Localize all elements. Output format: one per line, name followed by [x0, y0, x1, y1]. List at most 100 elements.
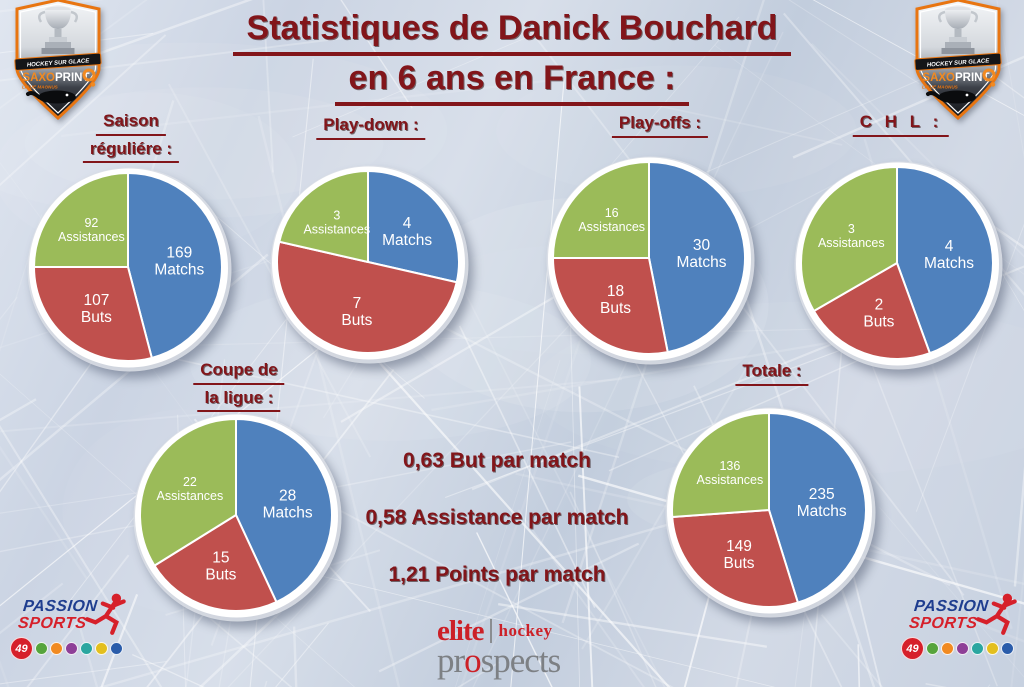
elite-hockey-row: elite hockey: [437, 614, 560, 647]
pie-label-assistances: 16 Assistances: [578, 206, 645, 234]
badge-brand-saxo: SAXO: [22, 72, 55, 84]
pie-label-assistances: 22 Assistances: [157, 475, 224, 503]
sport-circle-icon: [971, 642, 984, 655]
stat-assistances-par-match: 0,58 Assistance par match: [365, 506, 629, 529]
pie-label-assistances: 92 Assistances: [58, 216, 125, 244]
sport-circle-icon: [50, 642, 63, 655]
stat-buts-par-match: 0,63 But par match: [403, 449, 591, 472]
hockey-word: hockey: [498, 621, 553, 640]
pie-label-assistances: 3 Assistances: [303, 208, 370, 236]
badge-brand-saxo: SAXO: [922, 72, 955, 84]
sport-circles-row: 49: [10, 637, 123, 660]
pie-slice-matchs: [648, 161, 746, 354]
pie-label-buts: 2 Buts: [863, 297, 894, 331]
badge-drop-icon: [90, 82, 96, 87]
saxoprint-badge-left: HOCKEY SUR GLACE SAXO PRINT LIGUE MAGNUS: [14, 0, 102, 120]
sport-circle-icon: [956, 642, 969, 655]
pie-slice-assistances: [552, 161, 650, 259]
puck-eel-icon: [26, 90, 76, 104]
pie-slice-matchs: [235, 418, 333, 604]
pie-slice-buts: [276, 240, 458, 354]
pie-title-play-offs: Play-offs :: [611, 110, 709, 138]
sport-circles-row: 49: [901, 637, 1014, 660]
pie-label-assistances: 3 Assistances: [818, 222, 885, 250]
circle-49-badge: 49: [901, 637, 924, 660]
page-title-line1: Statistiques de Danick Bouchard: [232, 6, 792, 56]
badge-shield-inner-border: [919, 3, 997, 114]
sport-circle-icon: [95, 642, 108, 655]
pie-slice-matchs: [896, 166, 994, 355]
pie-label-buts: 107 Buts: [81, 292, 112, 326]
pie-label-matchs: 169 Matchs: [154, 244, 204, 278]
pie-label-buts: 149 Buts: [723, 538, 754, 572]
eliteprospects-logo: elite hockey prospects: [437, 614, 561, 680]
circle-49-badge: 49: [10, 637, 33, 660]
pie-slice-matchs: [768, 412, 867, 604]
pie-title-chl: C H L :: [852, 109, 950, 137]
pie-chart-chl: 4 Matchs 2 Buts 3 Assistances: [790, 156, 1004, 370]
passion-sports-logo-left: PASSION SPORTS 49: [8, 593, 128, 662]
prospects-word: prospects: [437, 641, 561, 680]
svg-text:HOCKEY SUR GLACE: HOCKEY SUR GLACE: [27, 58, 91, 68]
sport-circle-icon: [941, 642, 954, 655]
saxoprint-badge-right: HOCKEY SUR GLACE SAXO PRINT LIGUE MAGNUS: [914, 0, 1002, 120]
pie-slice-assistances: [800, 166, 898, 312]
pie-slice-matchs: [367, 170, 460, 284]
sport-circle-icon: [35, 642, 48, 655]
pie-label-buts: 7 Buts: [341, 295, 372, 329]
pie-label-matchs: 28 Matchs: [263, 488, 313, 522]
badge-subtitle: LIGUE MAGNUS: [922, 85, 959, 90]
pie-label-matchs: 235 Matchs: [797, 486, 847, 520]
pie-slice-buts: [812, 262, 931, 360]
badge-ring-icon: [82, 68, 96, 82]
sport-circle-icon: [1001, 642, 1014, 655]
svg-text:HOCKEY SUR GLACE: HOCKEY SUR GLACE: [927, 58, 991, 68]
pie-slice-assistances: [33, 172, 129, 268]
pie-chart-play-offs: 30 Matchs 18 Buts 16 Assistances: [542, 151, 756, 365]
pie-slice-assistances: [670, 412, 770, 519]
runner-icon: [976, 593, 1017, 635]
pie-title-totale: Totale :: [735, 358, 809, 386]
puck-eel-icon: [926, 90, 976, 104]
pie-title-coupe-de-la-ligue: Coupe de la ligue :: [193, 357, 285, 412]
pie-label-matchs: 4 Matchs: [924, 238, 974, 272]
badge-banner: HOCKEY SUR GLACE: [14, 52, 102, 71]
pie-chart-play-down: 4 Matchs 7 Buts 3 Assistances: [266, 160, 470, 364]
divider-bar: [489, 619, 492, 643]
badge-banner: HOCKEY SUR GLACE: [914, 52, 1002, 71]
elite-word: elite: [437, 614, 485, 647]
sport-circle-icon: [80, 642, 93, 655]
page-title-line2: en 6 ans en France :: [334, 56, 690, 106]
pie-chart-totale: 235 Matchs 149 Buts 136 Assistances: [661, 402, 877, 618]
pie-chart-saison-reguliere: 169 Matchs 107 Buts 92 Assistances: [23, 162, 233, 372]
trophy-cup-icon: [37, 6, 79, 54]
pie-title-play-down: Play-down :: [316, 112, 426, 140]
sport-circle-icon: [65, 642, 78, 655]
pie-title-saison-reguliere: Saison réguliére :: [82, 108, 180, 163]
pie-label-matchs: 30 Matchs: [677, 237, 727, 271]
per-match-stats: 0,63 But par match 0,58 Assistance par m…: [297, 449, 697, 620]
pie-slice-matchs: [127, 172, 223, 359]
pie-slice-buts: [552, 257, 669, 355]
pie-slice-assistances: [139, 418, 237, 567]
sport-circle-icon: [926, 642, 939, 655]
red-o-letter: o: [464, 641, 481, 680]
pie-label-buts: 15 Buts: [205, 550, 236, 584]
badge-shield-inner-border: [19, 3, 97, 114]
badge-brand-print: PRINT: [955, 72, 990, 84]
badge-brand-print: PRINT: [55, 72, 90, 84]
pie-slice-buts: [33, 266, 153, 362]
badge-ring-icon: [982, 68, 996, 82]
stat-points-par-match: 1,21 Points par match: [388, 563, 606, 586]
trophy-cup-icon: [937, 6, 979, 54]
pie-slice-buts: [671, 509, 799, 608]
page-title: Statistiques de Danick Bouchard en 6 ans…: [0, 6, 1024, 106]
badge-drop-icon: [990, 82, 996, 87]
pie-chart-coupe-de-la-ligue: 28 Matchs 15 Buts 22 Assistances: [129, 408, 343, 622]
pie-label-buts: 18 Buts: [600, 283, 631, 317]
runner-icon: [85, 593, 126, 635]
sport-circle-icon: [986, 642, 999, 655]
pie-label-assistances: 136 Assistances: [697, 459, 764, 487]
sport-circle-icon: [110, 642, 123, 655]
